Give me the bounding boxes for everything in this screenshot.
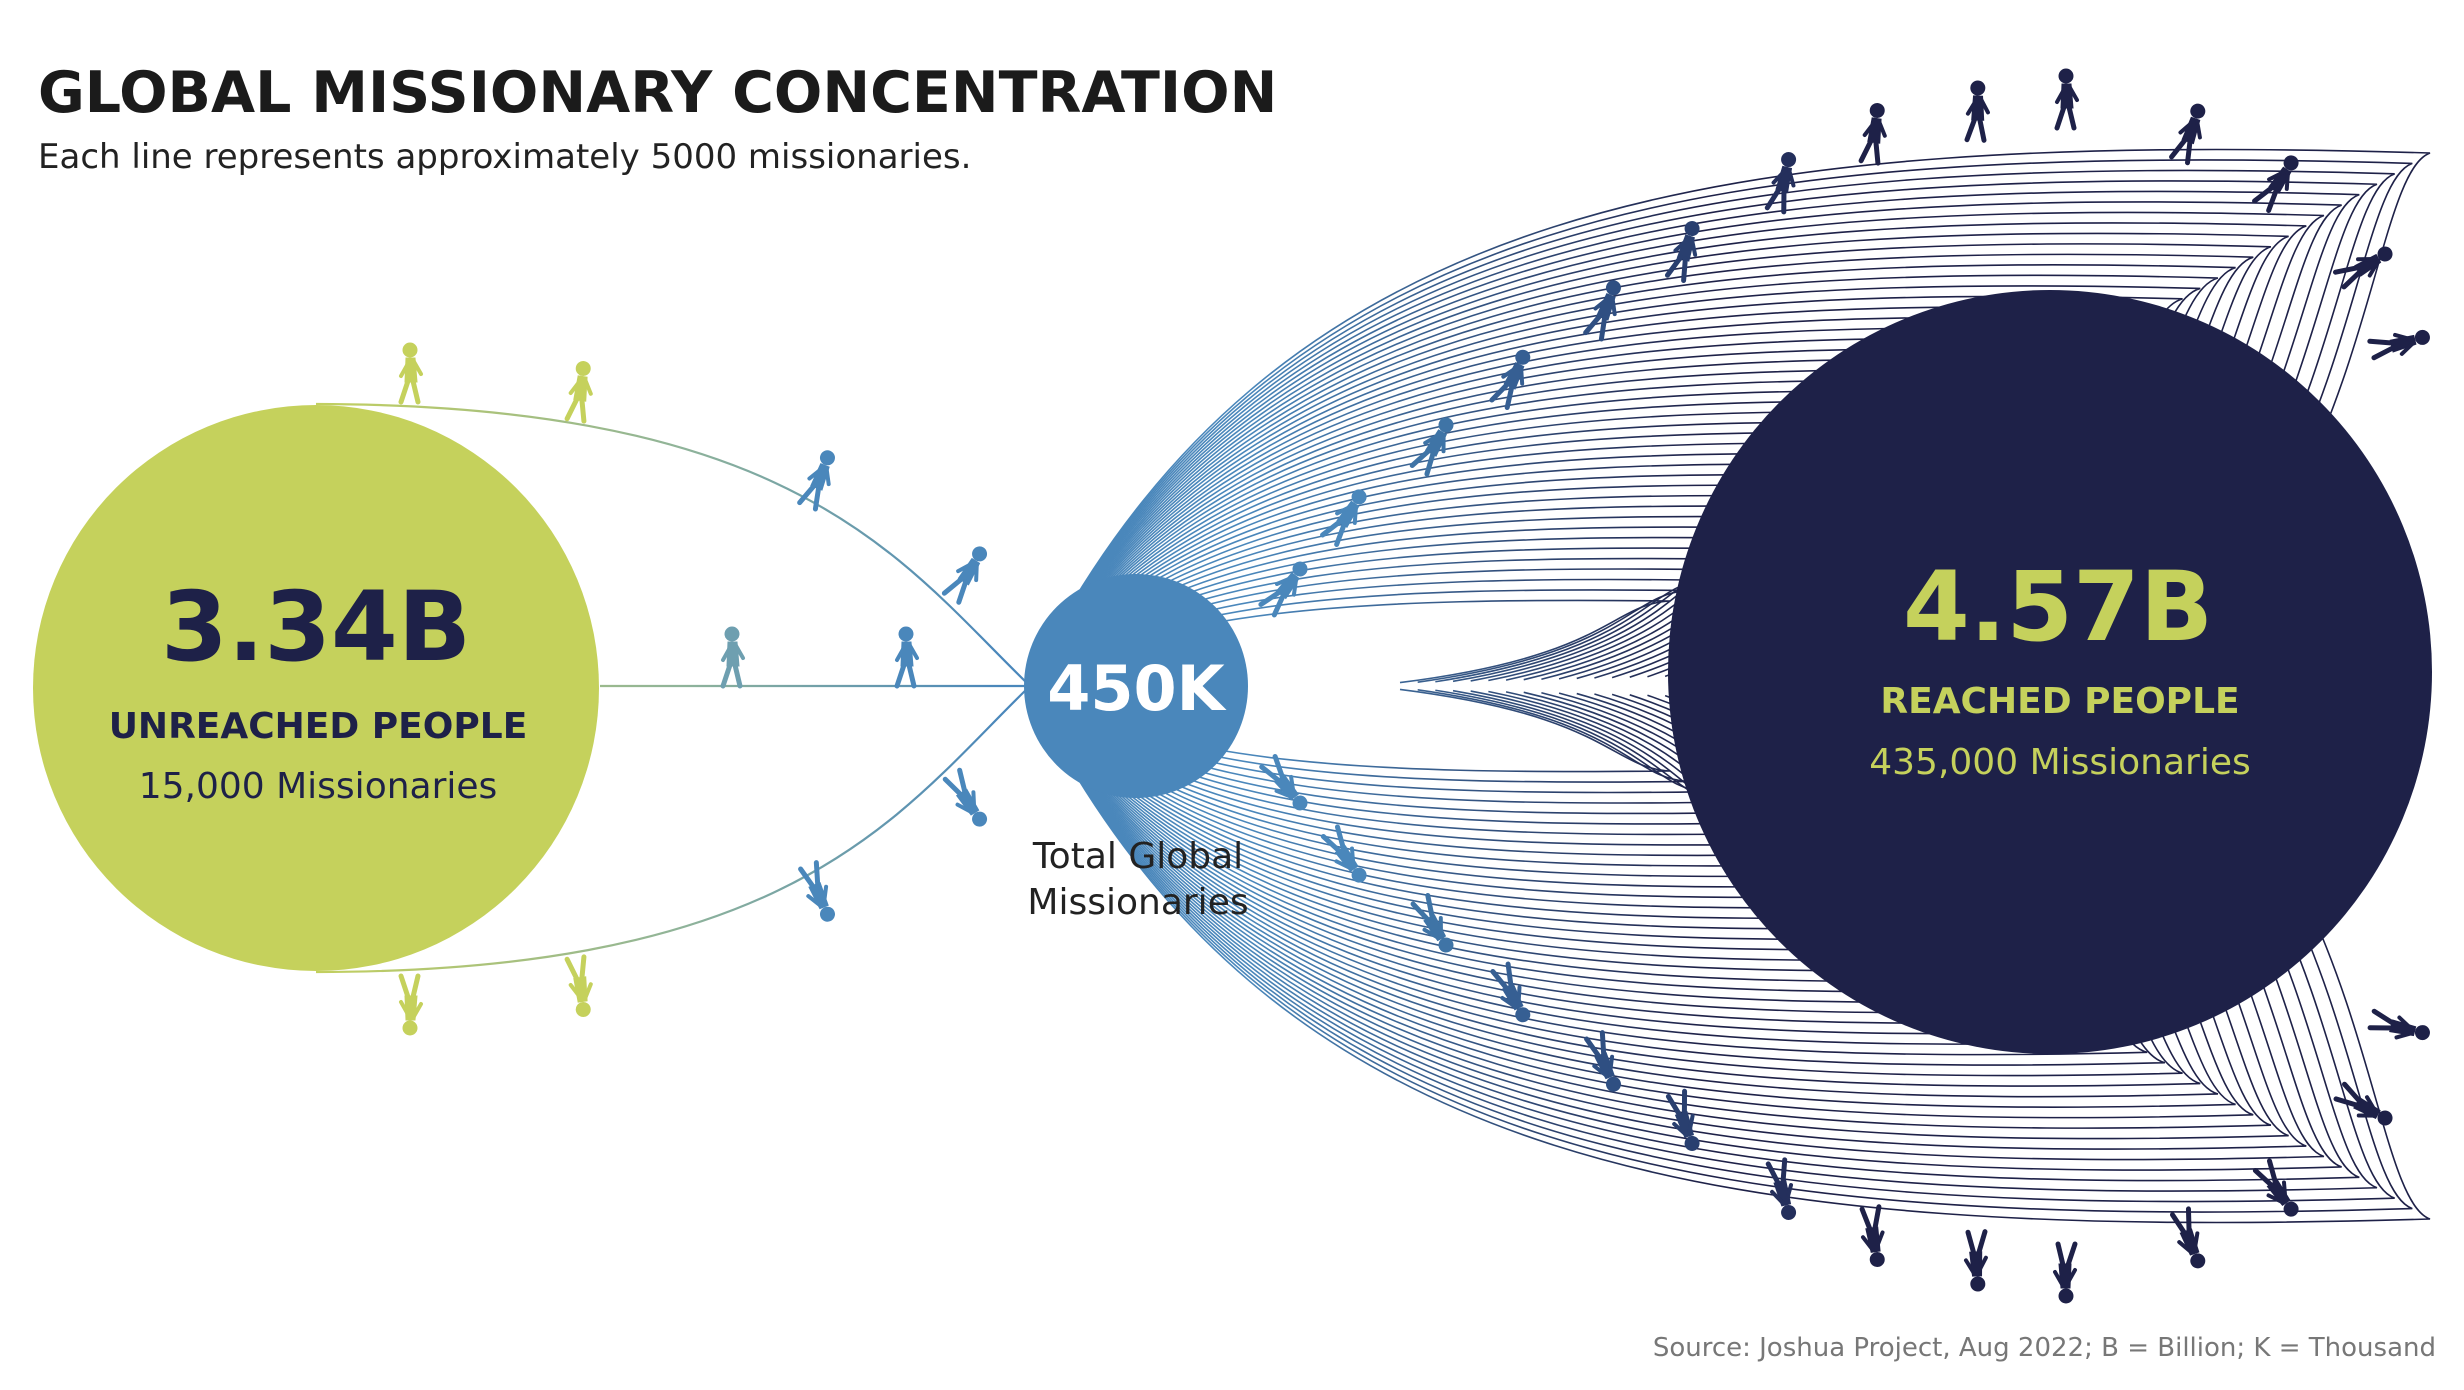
walking-person-icon bbox=[1967, 81, 1989, 141]
walking-person-icon bbox=[897, 627, 917, 686]
walking-person-icon bbox=[567, 360, 595, 421]
walking-person-icon bbox=[944, 543, 992, 604]
walking-person-icon bbox=[1861, 102, 1889, 163]
total-caption-line2: Missionaries bbox=[1027, 882, 1248, 923]
walking-person-icon bbox=[943, 770, 991, 831]
walking-person-icon bbox=[2370, 327, 2432, 361]
reached-missionaries: 435,000 Missionaries bbox=[1869, 742, 2251, 783]
reached-line bbox=[1029, 148, 2431, 681]
total-circle bbox=[1024, 574, 1248, 798]
walking-person-icon bbox=[2336, 243, 2397, 290]
walking-person-icon bbox=[723, 627, 743, 686]
page-subtitle: Each line represents approximately 5000 … bbox=[38, 137, 971, 177]
reached-label: REACHED PEOPLE bbox=[1880, 681, 2239, 722]
walking-person-icon bbox=[1965, 1232, 1987, 1292]
walking-person-icon bbox=[401, 343, 421, 402]
total-caption-line1: Total Global bbox=[1032, 836, 1243, 877]
unreached-value: 3.34B bbox=[161, 571, 471, 683]
walking-person-icon bbox=[2172, 101, 2211, 163]
reached-line bbox=[1029, 691, 2431, 1224]
reached-value: 4.57B bbox=[1903, 551, 2213, 663]
walking-person-icon bbox=[2369, 1011, 2431, 1045]
page-title: GLOBAL MISSIONARY CONCENTRATION bbox=[38, 60, 1277, 126]
walking-person-icon bbox=[800, 448, 841, 510]
unreached-missionaries: 15,000 Missionaries bbox=[139, 766, 498, 807]
total-value: 450K bbox=[1047, 652, 1226, 725]
unreached-circle bbox=[33, 405, 599, 971]
unreached-label: UNREACHED PEOPLE bbox=[109, 706, 528, 747]
walking-person-icon bbox=[1859, 1207, 1887, 1268]
reached-line bbox=[1029, 691, 2413, 1213]
walking-person-icon bbox=[1323, 486, 1373, 546]
walking-person-icon bbox=[1667, 219, 1704, 281]
walking-person-icon bbox=[2055, 1244, 2075, 1303]
walking-person-icon bbox=[1765, 1160, 1799, 1222]
walking-person-icon bbox=[567, 956, 595, 1017]
reached-circle bbox=[1668, 290, 2432, 1054]
walking-person-icon bbox=[1767, 151, 1801, 213]
walking-person-icon bbox=[401, 976, 421, 1035]
source-note: Source: Joshua Project, Aug 2022; B = Bi… bbox=[1653, 1333, 2436, 1363]
walking-person-icon bbox=[798, 863, 839, 925]
walking-person-icon bbox=[1261, 558, 1313, 617]
walking-person-icon bbox=[2170, 1209, 2209, 1271]
walking-person-icon bbox=[2057, 69, 2077, 128]
